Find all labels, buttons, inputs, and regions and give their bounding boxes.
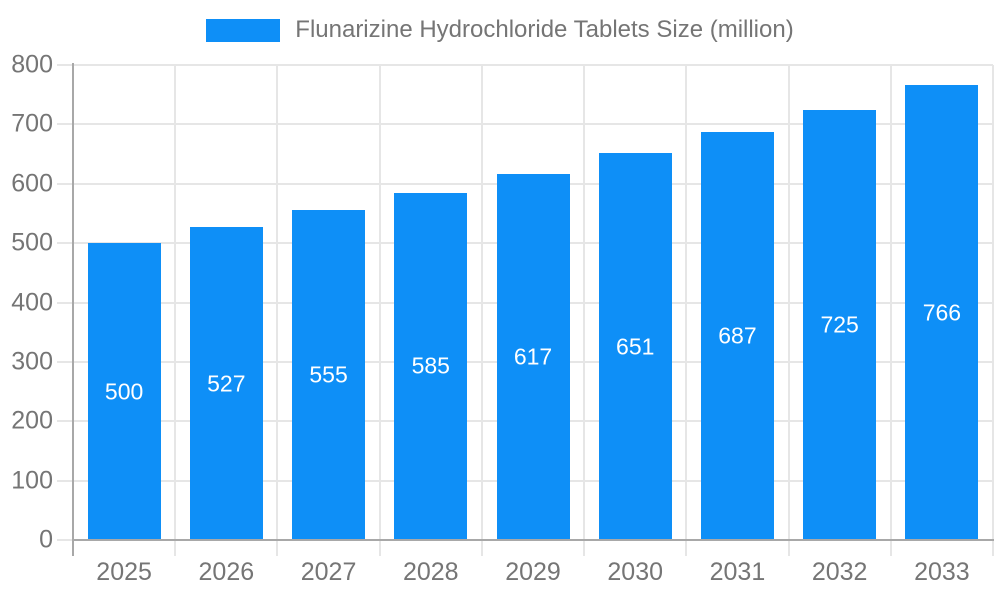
gridline-vertical: [787, 65, 790, 540]
chart-legend: Flunarizine Hydrochloride Tablets Size (…: [0, 17, 1000, 43]
legend-swatch[interactable]: [206, 18, 281, 42]
y-axis-tick: [57, 420, 73, 423]
gridline-vertical: [378, 65, 381, 540]
y-axis-tick: [57, 301, 73, 304]
bar-2028[interactable]: 585: [394, 192, 468, 540]
bar-value-label: 527: [207, 370, 246, 397]
x-axis-tick: [889, 540, 892, 556]
x-axis-tick: [992, 540, 994, 556]
x-axis-label: 2032: [811, 558, 868, 586]
x-axis-label: 2030: [607, 558, 664, 586]
x-axis-tick: [787, 540, 790, 556]
gridline-vertical: [174, 65, 177, 540]
plot-area: 0 100 200 300 400 500 600 700 800 500 2025 527 2026 5…: [11, 51, 994, 586]
y-axis-tick: [57, 123, 73, 126]
bar-2029[interactable]: 617: [496, 173, 570, 540]
x-axis-label: 2026: [198, 558, 255, 586]
gridline-vertical: [889, 65, 892, 540]
bar-2027[interactable]: 555: [292, 210, 366, 540]
bar-value-label: 725: [820, 311, 859, 338]
bar-2031[interactable]: 687: [700, 132, 774, 540]
y-axis-tick: [57, 539, 73, 541]
y-axis-label: 400: [11, 288, 53, 316]
x-axis-label: 2029: [505, 558, 561, 586]
y-axis-label: 200: [11, 406, 53, 435]
gridline-horizontal: [73, 64, 993, 66]
bar-2033[interactable]: 766: [905, 85, 979, 540]
y-axis-label: 700: [11, 109, 53, 138]
x-axis-tick: [378, 540, 381, 556]
gridline-vertical: [992, 65, 994, 540]
gridline-vertical: [480, 65, 483, 540]
bar-value-label: 500: [104, 378, 144, 405]
bar-value-label: 766: [922, 299, 962, 326]
y-axis-label: 600: [11, 169, 53, 198]
y-axis-label: 0: [39, 525, 53, 554]
gridline-vertical: [276, 65, 279, 540]
x-axis-label: 2031: [709, 558, 766, 586]
y-axis-label: 100: [11, 466, 53, 495]
x-axis-label: 2027: [300, 558, 357, 586]
y-axis-tick: [57, 479, 73, 482]
bar-value-label: 555: [309, 361, 348, 388]
x-axis-tick: [583, 540, 586, 556]
x-axis-tick: [685, 540, 688, 556]
bar-2030[interactable]: 651: [598, 153, 672, 540]
x-axis-tick: [174, 540, 177, 556]
bar-value-label: 687: [718, 322, 757, 349]
y-axis-tick: [57, 182, 73, 185]
y-axis-tick: [57, 64, 73, 66]
bar-2025[interactable]: 500: [87, 243, 161, 540]
y-axis-tick: [57, 242, 73, 245]
y-axis-line: [72, 63, 74, 556]
x-axis-tick: [480, 540, 483, 556]
bar-value-label: 617: [513, 343, 553, 370]
bar-value-label: 651: [616, 333, 655, 360]
x-axis-line: [72, 539, 994, 541]
bar-2032[interactable]: 725: [803, 109, 877, 540]
x-axis-label: 2025: [96, 558, 152, 586]
y-axis-label: 500: [11, 228, 53, 257]
gridline-horizontal: [73, 123, 993, 126]
bar-2026[interactable]: 527: [189, 227, 263, 540]
x-axis-label: 2033: [914, 558, 970, 586]
y-axis-tick: [57, 360, 73, 363]
gridline-vertical: [685, 65, 688, 540]
bar-value-label: 585: [411, 352, 450, 379]
y-axis-label: 300: [11, 347, 53, 376]
x-axis-tick: [276, 540, 279, 556]
gridline-vertical: [583, 65, 586, 540]
y-axis-label: 800: [11, 50, 53, 79]
x-axis-label: 2028: [402, 558, 459, 586]
legend-label[interactable]: Flunarizine Hydrochloride Tablets Size (…: [295, 16, 794, 43]
